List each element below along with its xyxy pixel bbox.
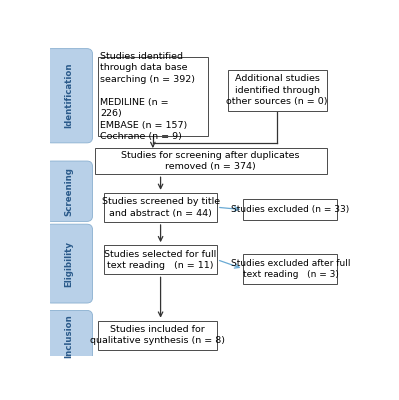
FancyBboxPatch shape [46,161,93,222]
Bar [104,193,217,222]
Text: Studies selected for full
text reading   (n = 11): Studies selected for full text reading (… [105,250,217,270]
Text: Studies included for
qualitative synthesis (n = 8): Studies included for qualitative synthes… [90,325,225,346]
Text: Studies identified
through data base
searching (n = 392)

MEDILINE (n =
226)
EMB: Studies identified through data base sea… [100,52,195,141]
Text: Inclusion: Inclusion [65,314,74,358]
Text: Studies excluded (n = 33): Studies excluded (n = 33) [231,205,350,214]
Text: Eligibility: Eligibility [65,241,74,286]
Bar [98,320,217,350]
Bar [98,57,207,136]
Bar [228,70,327,111]
Text: Studies excluded after full
text reading   (n = 3): Studies excluded after full text reading… [231,259,350,279]
FancyBboxPatch shape [46,49,93,143]
Text: Studies screened by title
and abstract (n = 44): Studies screened by title and abstract (… [101,197,219,218]
Text: Additional studies
identified through
other sources (n = 0): Additional studies identified through ot… [226,74,328,106]
Bar [95,148,327,174]
Text: Studies for screening after duplicates
removed (n = 374): Studies for screening after duplicates r… [121,151,300,172]
Bar [243,254,338,284]
Text: Screening: Screening [65,167,74,216]
FancyBboxPatch shape [46,224,93,303]
Text: Identification: Identification [65,63,74,128]
Bar [104,245,217,274]
FancyBboxPatch shape [46,310,93,362]
Bar [243,199,338,220]
